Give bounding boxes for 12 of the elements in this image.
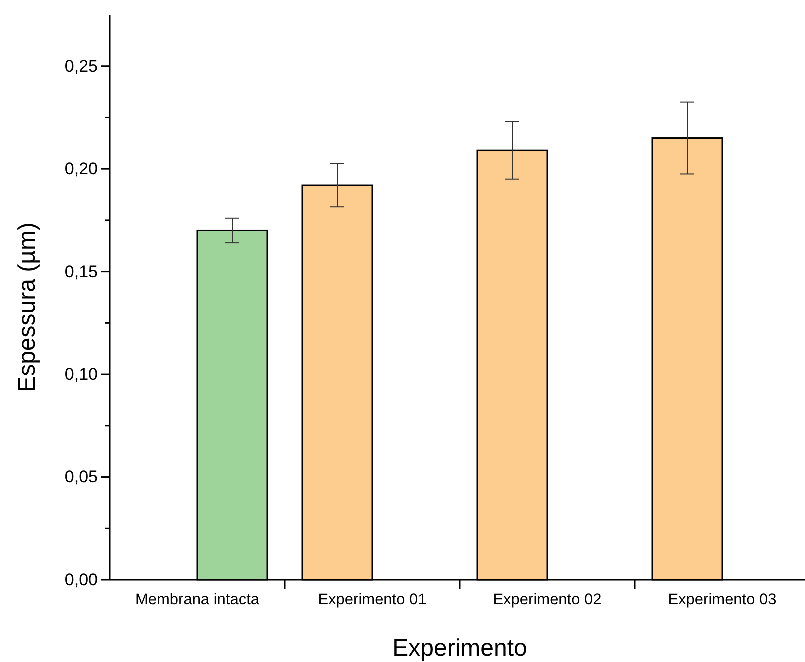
y-tick-label: 0,05 xyxy=(64,468,98,487)
x-tick-label: Experimento 01 xyxy=(318,592,427,609)
x-axis-title: Experimento xyxy=(392,635,528,662)
y-axis-title: Espessura (µm) xyxy=(14,222,41,392)
y-tick-label: 0,20 xyxy=(64,160,98,179)
x-tick-label: Experimento 03 xyxy=(668,592,777,609)
y-tick-label: 0,10 xyxy=(64,364,98,384)
y-tick-label: 0,25 xyxy=(64,56,98,76)
x-tick-label: Experimento 02 xyxy=(493,592,602,609)
x-tick-label: Membrana intacta xyxy=(135,592,260,609)
y-tick-label: 0,00 xyxy=(64,570,98,590)
y-tick-label: 0,15 xyxy=(64,262,98,282)
